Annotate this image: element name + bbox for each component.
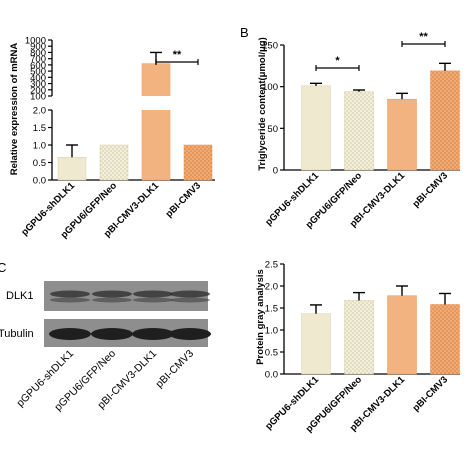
y-tick-label: 2.5 xyxy=(265,260,278,271)
dlk1-band xyxy=(92,290,132,298)
chart-a: Relative expression of mRNA 0.0 0.5 1.0 1.5… xyxy=(9,36,215,241)
dlk1-band xyxy=(170,297,210,303)
y-tick-label: 100 xyxy=(262,82,278,93)
category-label: pBI-CMV3 xyxy=(411,170,451,210)
bar xyxy=(344,300,374,375)
y-tick-label: 1.5 xyxy=(33,123,46,134)
bar xyxy=(301,313,331,375)
chart-b-ticks: 0 50 100 150 xyxy=(262,41,284,177)
bar xyxy=(344,91,374,171)
bar xyxy=(430,304,460,375)
bar xyxy=(387,98,417,171)
bar xyxy=(387,295,417,375)
chart-a-bars xyxy=(57,51,213,181)
chart-c-ticks: 0.0 0.5 1.0 1.5 2.0 2.5 xyxy=(265,260,284,381)
dlk1-band xyxy=(170,290,210,298)
y-tick-label: 100 xyxy=(30,92,46,103)
chart-a-significance: ** xyxy=(155,49,199,65)
chart-b-bars xyxy=(301,62,460,171)
tubulin-band xyxy=(132,328,174,340)
category-label: pBI-CMV3 xyxy=(164,180,204,220)
significance-label: ** xyxy=(173,49,182,61)
panel-label-c: C xyxy=(0,260,6,275)
y-tick-label: 1.0 xyxy=(33,141,46,152)
significance-label: ** xyxy=(419,31,428,43)
tubulin-band xyxy=(49,328,91,340)
panel-label-b: B xyxy=(240,25,249,40)
y-tick-label: 700 xyxy=(30,54,46,65)
bar xyxy=(430,70,460,171)
y-tick-label: 0.0 xyxy=(265,370,278,381)
dlk1-band xyxy=(50,297,90,303)
blot-lane-label: pBI-CMV3 xyxy=(153,348,196,391)
chart-c-ylabel: Protein gray analysis xyxy=(255,269,266,365)
bar xyxy=(183,144,213,181)
y-tick-label: 600 xyxy=(30,60,46,71)
chart-b-ylabel: Triglyceride content(μmol/μg) xyxy=(257,37,268,171)
y-tick-label: 900 xyxy=(30,42,46,53)
y-tick-label: 300 xyxy=(30,79,46,90)
tubulin-band xyxy=(169,328,211,340)
blot-lane-labels: pGPU6-shDLK1pGPU6/GFP/NeopBI-CMV3-DLK1pB… xyxy=(14,348,196,414)
blot-row-label: DLK1 xyxy=(6,290,34,302)
y-tick-label: 0.5 xyxy=(265,348,278,359)
chart-a-ylabel: Relative expression of mRNA xyxy=(9,43,20,176)
dlk1-band xyxy=(133,297,173,303)
y-tick-label: 0.0 xyxy=(33,176,46,187)
y-tick-label: 50 xyxy=(267,124,278,135)
chart-b-significance: *** xyxy=(315,31,446,71)
blot-row-label: Tubulin xyxy=(0,328,34,340)
y-tick-label: 1.0 xyxy=(265,326,278,337)
western-blot: C DLK1 Tubulin pGPU6-shDLK1pGPU6/GFP/Neo… xyxy=(0,260,211,413)
y-tick-label: 500 xyxy=(30,67,46,78)
chart-c-bars xyxy=(301,285,460,375)
bar xyxy=(141,63,171,181)
y-tick-label: 2.0 xyxy=(33,106,46,117)
dlk1-band xyxy=(50,290,90,298)
bar xyxy=(99,144,129,181)
blot-bands xyxy=(49,290,211,340)
axis-break-gap xyxy=(141,96,171,110)
chart-b: B Triglyceride content(μmol/μg) 0 50 100 15… xyxy=(240,25,460,231)
y-tick-label: 200 xyxy=(30,85,46,96)
tubulin-band xyxy=(91,328,133,340)
bar xyxy=(301,85,331,171)
y-tick-label: 2.0 xyxy=(265,282,278,293)
y-tick-label: 400 xyxy=(30,73,46,84)
y-tick-label: 150 xyxy=(262,41,278,52)
y-tick-label: 0.5 xyxy=(33,158,46,169)
y-tick-label: 1000 xyxy=(25,36,46,47)
y-tick-label: 0 xyxy=(273,166,278,177)
significance-label: * xyxy=(335,55,340,67)
bar xyxy=(57,157,87,181)
dlk1-band xyxy=(92,297,132,303)
dlk1-band xyxy=(133,290,173,298)
y-tick-label: 800 xyxy=(30,48,46,59)
category-label: pBI-CMV3 xyxy=(411,374,451,414)
chart-c-right: Protein gray analysis 0.0 0.5 1.0 1.5 2.0 2.5… xyxy=(255,260,460,435)
chart-a-ticks: 0.0 0.5 1.0 1.5 2.0 1002003004005006007008009… xyxy=(25,36,52,187)
y-tick-label: 1.5 xyxy=(265,304,278,315)
